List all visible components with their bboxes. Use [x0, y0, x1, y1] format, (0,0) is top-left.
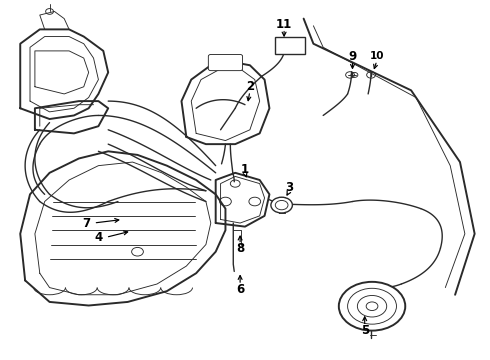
- Text: 6: 6: [236, 283, 244, 296]
- Text: 7: 7: [82, 216, 90, 230]
- FancyBboxPatch shape: [275, 37, 305, 54]
- Circle shape: [339, 282, 405, 330]
- Circle shape: [271, 197, 293, 213]
- FancyBboxPatch shape: [208, 54, 243, 71]
- Text: 10: 10: [369, 51, 384, 61]
- Text: 4: 4: [94, 231, 102, 244]
- Text: 5: 5: [361, 324, 369, 337]
- Text: 2: 2: [246, 80, 254, 93]
- Text: 1: 1: [241, 163, 249, 176]
- Text: 3: 3: [285, 181, 293, 194]
- Text: 9: 9: [348, 50, 357, 63]
- Text: 8: 8: [236, 242, 244, 255]
- Text: 11: 11: [276, 18, 292, 31]
